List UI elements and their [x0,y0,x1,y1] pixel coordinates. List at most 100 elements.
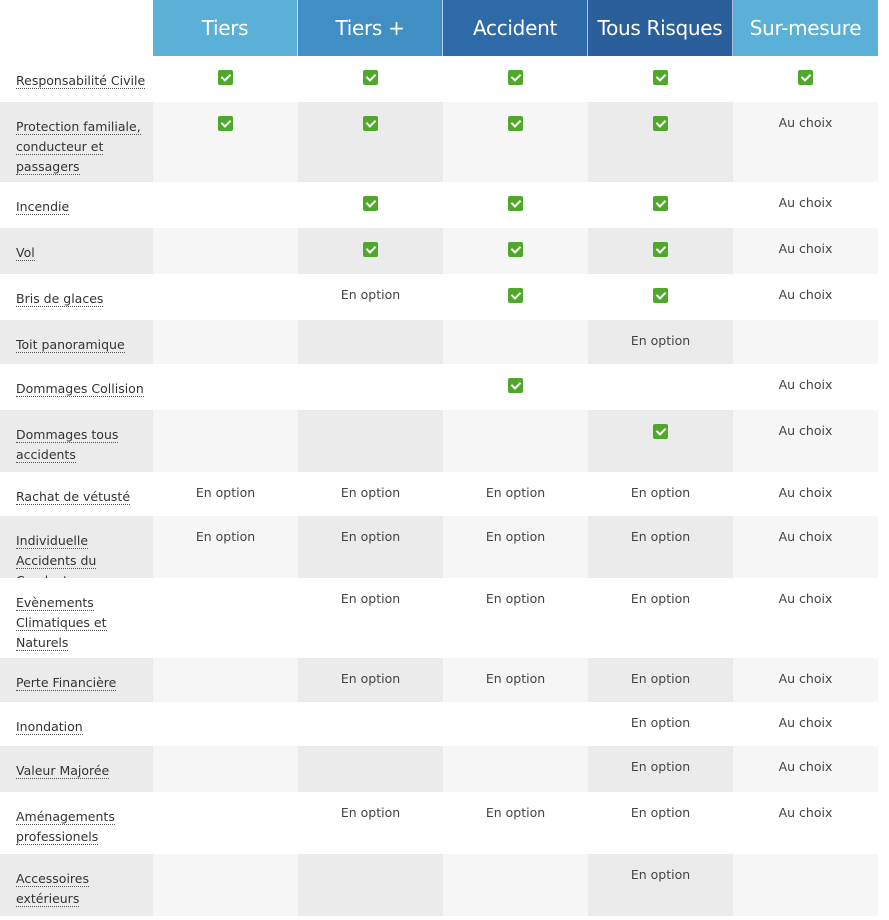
coverage-cell: Au choix [733,410,878,472]
coverage-cell: En option [443,516,588,578]
coverage-label-link[interactable]: Toit panoramique [16,337,125,353]
coverage-value: En option [630,671,691,686]
coverage-value: En option [195,529,256,544]
coverage-value: En option [485,591,546,606]
coverage-cell [298,410,443,472]
coverage-label-link[interactable]: Perte Financière [16,675,117,691]
coverage-value: En option [630,485,691,500]
coverage-cell [153,702,298,746]
coverage-value: En option [340,591,401,606]
table-body: Responsabilité Civile Protection familial… [0,56,889,916]
coverage-cell [443,274,588,320]
table-row: Responsabilité Civile [0,56,889,102]
table-row: Accessoires extérieurs En option [0,854,889,916]
coverage-cell: Au choix [733,274,878,320]
coverage-label-link[interactable]: Evènements Climatiques et Naturels [16,595,107,651]
coverage-cell [443,182,588,228]
coverage-value: Au choix [778,591,833,606]
coverage-label-link[interactable]: Protection familiale, conducteur et pass… [16,119,141,175]
coverage-cell [443,702,588,746]
column-header-tiers[interactable]: Tiers [153,0,298,56]
checkmark-icon [653,424,668,439]
table-row: Aménagements professionels En option En op… [0,792,889,854]
row-label-cell: Evènements Climatiques et Naturels [0,578,153,658]
column-header-sur-mesure[interactable]: Sur-mesure [733,0,878,56]
column-header-tiers-plus[interactable]: Tiers + [298,0,443,56]
table-row: Vol Au choix [0,228,889,274]
coverage-label-link[interactable]: Rachat de vétusté [16,489,131,505]
row-label-cell: Vol [0,228,153,274]
checkmark-icon [218,70,233,85]
column-header-tous-risques[interactable]: Tous Risques [588,0,733,56]
coverage-cell: En option [298,792,443,854]
coverage-cell: En option [588,578,733,658]
coverage-cell: En option [443,792,588,854]
column-header-accident[interactable]: Accident [443,0,588,56]
table-row: Bris de glaces En option Au choix [0,274,889,320]
coverage-cell: En option [298,658,443,702]
coverage-cell: Au choix [733,102,878,182]
coverage-label-link[interactable]: Valeur Majorée [16,763,110,779]
coverage-cell [153,228,298,274]
coverage-cell: En option [588,516,733,578]
coverage-cell: En option [588,746,733,792]
coverage-label-link[interactable]: Vol [16,245,35,261]
coverage-label-link[interactable]: Inondation [16,719,83,735]
coverage-value: Au choix [778,485,833,500]
row-label-cell: Inondation [0,702,153,746]
coverage-cell [153,578,298,658]
coverage-label-link[interactable]: Accessoires extérieurs [16,871,89,907]
coverage-value: En option [630,805,691,820]
coverage-label-link[interactable]: Aménagements professionels [16,809,115,845]
coverage-cell [153,56,298,102]
header-corner [0,0,153,56]
coverage-label-link[interactable]: Incendie [16,199,70,215]
coverage-cell: En option [298,578,443,658]
checkmark-icon [653,242,668,257]
coverage-cell [588,410,733,472]
coverage-label-link[interactable]: Responsabilité Civile [16,73,146,89]
coverage-value: En option [485,485,546,500]
table-row: Dommages Collision Au choix [0,364,889,410]
coverage-value: Au choix [778,529,833,544]
coverage-value: En option [630,333,691,348]
coverage-value: En option [195,485,256,500]
table-row: Toit panoramique En option [0,320,889,364]
coverage-value: En option [340,287,401,302]
coverage-cell [443,228,588,274]
row-label-cell: Dommages Collision [0,364,153,410]
coverage-value: En option [630,867,691,882]
coverage-cell [153,182,298,228]
coverage-label-link[interactable]: Dommages Collision [16,381,144,397]
coverage-cell: Au choix [733,746,878,792]
row-label-cell: Protection familiale, conducteur et pass… [0,102,153,182]
row-label-cell: Dommages tous accidents [0,410,153,472]
coverage-label-link[interactable]: Bris de glaces [16,291,104,307]
coverage-cell [298,182,443,228]
checkmark-icon [798,70,813,85]
checkmark-icon [653,196,668,211]
coverage-value: En option [485,529,546,544]
coverage-value: En option [630,591,691,606]
coverage-cell [733,320,878,364]
coverage-cell [588,102,733,182]
coverage-value: En option [630,715,691,730]
coverage-value: Au choix [778,423,833,438]
coverage-cell [298,746,443,792]
row-label-cell: Perte Financière [0,658,153,702]
coverage-cell: En option [298,472,443,516]
coverage-value: En option [340,671,401,686]
coverage-label-link[interactable]: Dommages tous accidents [16,427,119,463]
coverage-cell [298,702,443,746]
coverage-cell: En option [443,472,588,516]
coverage-cell [443,746,588,792]
checkmark-icon [508,242,523,257]
coverage-cell [153,854,298,916]
checkmark-icon [508,70,523,85]
coverage-cell [588,228,733,274]
table-row: Dommages tous accidents Au choix [0,410,889,472]
row-label-cell: Responsabilité Civile [0,56,153,102]
coverage-cell [588,364,733,410]
coverage-cell: Au choix [733,792,878,854]
coverage-value: Au choix [778,377,833,392]
